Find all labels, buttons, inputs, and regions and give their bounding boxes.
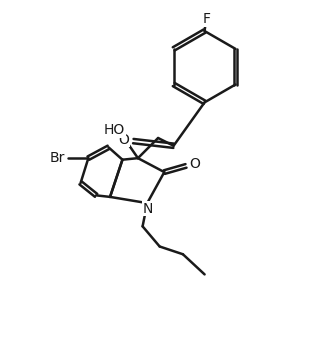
Text: O: O	[189, 158, 200, 171]
Text: HO: HO	[104, 123, 125, 137]
Text: O: O	[118, 132, 130, 147]
Text: N: N	[143, 202, 153, 216]
Text: Br: Br	[50, 151, 65, 165]
Text: F: F	[202, 12, 210, 26]
